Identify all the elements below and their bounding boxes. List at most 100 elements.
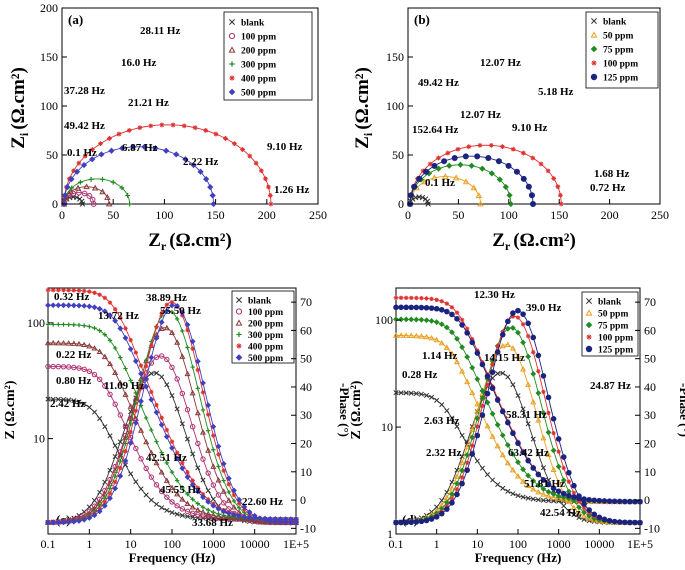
phase-point (185, 327, 190, 333)
x-tick-label: 50 (452, 208, 464, 222)
data-point (73, 168, 81, 175)
phase-point (525, 381, 532, 387)
phase-point (117, 451, 124, 458)
impedance-point (199, 509, 207, 515)
phase-point (216, 464, 221, 469)
impedance-point (60, 396, 67, 403)
phase-point (236, 496, 243, 503)
impedance-point (540, 477, 547, 483)
y2-tick-label: 10 (300, 465, 312, 479)
phase-point (189, 338, 196, 345)
phase-point (184, 407, 191, 413)
impedance-point (56, 322, 61, 327)
data-point (130, 143, 137, 151)
impedance-point (180, 485, 185, 490)
data-point (61, 192, 68, 199)
phase-point (474, 408, 481, 414)
y2-tick-label: 30 (300, 408, 312, 422)
impedance-point (499, 451, 506, 458)
legend-label: 200 ppm (248, 320, 283, 330)
annotation: 2.22 Hz (183, 156, 219, 168)
impedance-point (414, 295, 419, 301)
phase-point (566, 508, 572, 514)
phase-point (470, 443, 475, 448)
impedance-point (107, 312, 113, 319)
impedance-point (520, 478, 527, 484)
phase-point (287, 519, 294, 526)
legend-marker (228, 46, 236, 53)
impedance-point (76, 399, 82, 405)
impedance-point (55, 339, 62, 346)
data-point (427, 161, 433, 167)
phase-point (262, 517, 268, 523)
y-axis-label: Z (Ω.cm²) (3, 380, 18, 439)
impedance-point (102, 424, 108, 430)
legend-marker (236, 331, 242, 338)
impedance-point (138, 456, 144, 462)
impedance-point (428, 334, 435, 341)
phase-point (545, 394, 552, 401)
phase-point (101, 490, 108, 497)
y-tick-label: 50 (46, 148, 58, 162)
impedance-point (525, 457, 531, 464)
impedance-point (469, 339, 476, 346)
x-axis-label: Zr (Ω.cm²) (492, 230, 576, 253)
phase-point (236, 501, 242, 506)
legend-marker (229, 75, 235, 81)
impedance-point (433, 336, 440, 343)
impedance-point (241, 513, 248, 520)
phase-point (540, 373, 547, 379)
data-point (71, 168, 77, 174)
impedance-point (127, 346, 134, 352)
impedance-point (398, 304, 404, 311)
phase-point (179, 390, 186, 397)
phase-point (561, 465, 566, 471)
phase-point (123, 449, 128, 454)
impedance-point (525, 472, 532, 479)
phase-point (112, 473, 118, 479)
phase-point (530, 334, 537, 341)
impedance-point (403, 304, 409, 311)
legend-marker (585, 345, 593, 353)
phase-point (190, 364, 195, 370)
data-point (462, 153, 469, 160)
y-tick-label: 10 (381, 420, 393, 434)
data-point (190, 161, 197, 169)
annotation: 0.80 Hz (56, 375, 92, 387)
phase-point (621, 519, 628, 526)
impedance-point (137, 427, 145, 433)
phase-point (454, 487, 460, 492)
legend-marker (228, 32, 236, 40)
impedance-point (148, 497, 154, 503)
annotation: 28.11 Hz (140, 25, 180, 37)
phase-point (246, 509, 253, 516)
phase-point (164, 302, 170, 307)
impedance-point (449, 415, 455, 421)
phase-point (439, 497, 445, 504)
phase-point (454, 491, 460, 498)
impedance-point (50, 396, 56, 402)
phase-point (576, 493, 582, 499)
impedance-point (444, 408, 450, 414)
impedance-point (86, 368, 93, 375)
impedance-point (164, 507, 170, 513)
data-point (104, 193, 111, 200)
impedance-point (174, 511, 180, 517)
impedance-point (510, 451, 516, 457)
impedance-point (408, 316, 415, 323)
annotation: 0.28 Hz (402, 369, 438, 381)
phase-point (637, 519, 643, 526)
impedance-point (504, 442, 511, 448)
impedance-point (71, 322, 77, 327)
data-point (74, 184, 82, 191)
impedance-point (216, 511, 221, 517)
data-point (528, 192, 535, 199)
impedance-point (418, 316, 425, 323)
impedance-point (545, 481, 552, 488)
data-point (488, 142, 494, 148)
phase-point (149, 339, 154, 344)
phase-point (215, 492, 222, 498)
phase-point (122, 434, 129, 440)
phase-point (469, 434, 476, 441)
impedance-point (180, 460, 185, 466)
